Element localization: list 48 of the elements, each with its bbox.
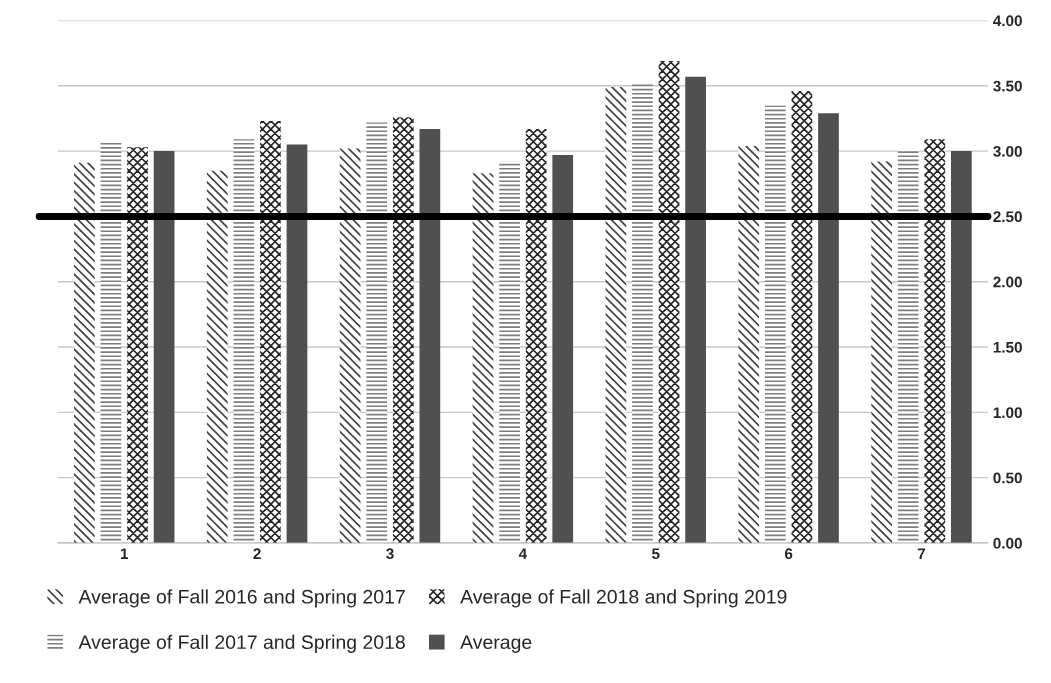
bar [206,170,228,543]
bar [658,60,680,543]
bar [924,139,946,543]
x-tick-label: 1 [120,548,129,559]
bar [605,87,627,543]
x-tick-label: 3 [386,548,394,560]
bar [366,122,388,543]
bar [74,162,95,543]
x-tick-label: 6 [784,548,793,560]
bar [499,161,520,543]
legend-label: Average of Fall 2017 and Spring 2018 [78,634,405,653]
bar [100,141,122,543]
bar [286,144,308,543]
y-tick-label: 3.50 [993,80,1022,92]
bar [419,128,441,543]
legend-label: Average of Fall 2016 and Spring 2017 [78,589,405,608]
y-tick-label: 1.00 [993,407,1022,419]
x-tick-label: 2 [253,548,261,559]
y-tick-label: 2.50 [993,211,1022,223]
y-tick-label: 4.00 [993,15,1022,27]
bar [153,151,175,543]
bar [791,91,813,543]
bar [738,145,760,543]
bar [818,113,839,543]
bar [871,161,892,543]
bar [764,105,786,543]
y-tick-label: 0.50 [993,472,1022,484]
legend-label: Average [460,635,532,653]
bar [632,83,653,543]
bar [951,151,972,543]
bar [233,139,255,543]
bar [127,147,148,543]
y-tick-label: 2.00 [993,276,1022,288]
y-tick-label: 0.00 [993,537,1022,549]
bar [392,117,414,543]
legend-label: Average of Fall 2018 and Spring 2019 [460,589,787,608]
bar [339,148,361,543]
bar [472,173,494,543]
bar [897,149,919,543]
bar [260,121,281,543]
bar [552,155,574,543]
y-tick-label: 1.50 [993,341,1022,353]
x-tick-label: 5 [651,548,660,560]
bar [685,76,706,543]
bar [525,128,547,543]
x-tick-label: 7 [917,548,926,559]
x-tick-label: 4 [518,548,528,559]
y-tick-label: 3.00 [993,145,1022,157]
